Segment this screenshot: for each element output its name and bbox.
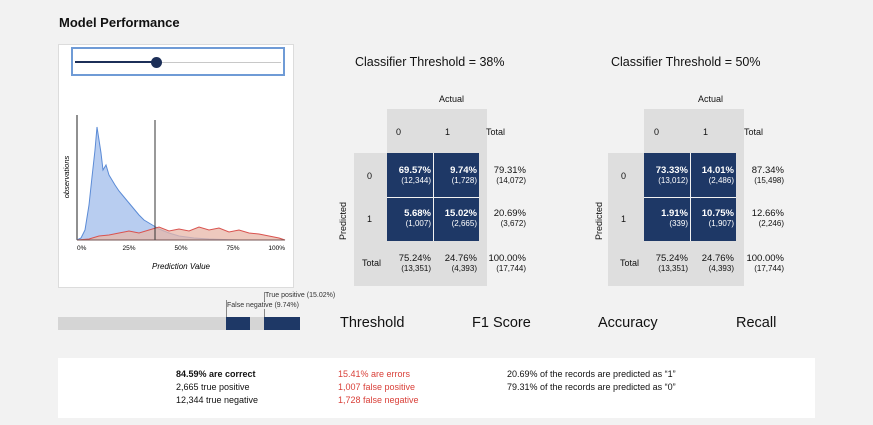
cell-pct: 75.24% xyxy=(655,253,688,264)
cell-count: (17,744) xyxy=(496,264,526,273)
cell-pct: 75.24% xyxy=(398,253,431,264)
col-header: 1 xyxy=(703,127,709,137)
cell-pct: 79.31% xyxy=(493,165,526,176)
summary-panel: 84.59% are correct 2,665 true positive 1… xyxy=(58,358,815,418)
row-header: 1 xyxy=(367,214,373,224)
cell-count: (4,393) xyxy=(708,264,734,273)
cell-pct: 69.57% xyxy=(398,165,431,176)
page-title: Model Performance xyxy=(59,15,180,30)
cell-count: (4,393) xyxy=(451,264,477,273)
cell-count: (13,012) xyxy=(658,176,688,185)
cell-count: (13,351) xyxy=(401,264,431,273)
true-positive-segment xyxy=(264,317,300,330)
cell-pct: 73.33% xyxy=(655,165,688,176)
x-axis-label: Prediction Value xyxy=(152,262,211,271)
cell-pct: 24.76% xyxy=(701,253,734,264)
summary-false-negative: 1,728 false negative xyxy=(338,395,419,405)
cell-count: (17,744) xyxy=(754,264,784,273)
cell-pct: 87.34% xyxy=(751,165,784,176)
distribution-panel: 0% 25% 50% 75% 100% Prediction Value obs… xyxy=(58,44,294,288)
predicted-label: Predicted xyxy=(338,201,348,240)
x-tick-label: 75% xyxy=(226,245,239,252)
divider xyxy=(644,197,736,198)
true-positive-label: True positive (15.02%) xyxy=(265,292,336,299)
row-header: Total xyxy=(362,258,382,268)
cell-count: (1,007) xyxy=(405,219,431,228)
false-negative-label: False negative (9.74%) xyxy=(227,302,299,309)
matrix1-title: Classifier Threshold = 38% xyxy=(355,55,505,69)
slider-track[interactable] xyxy=(75,62,281,63)
summary-correct: 84.59% are correct xyxy=(176,369,256,379)
matrix2-title: Classifier Threshold = 50% xyxy=(611,55,761,69)
cell-count: (2,246) xyxy=(758,219,784,228)
row-header: 0 xyxy=(621,171,627,181)
cell-pct: 100.00% xyxy=(746,253,784,264)
col-header: 0 xyxy=(654,127,660,137)
false-negative-segment xyxy=(226,317,250,330)
x-tick-label: 0% xyxy=(77,245,87,252)
metric-recall[interactable]: Recall xyxy=(736,315,777,331)
cell-pct: 15.02% xyxy=(444,208,477,219)
col-header: Total xyxy=(744,127,764,137)
slider-thumb[interactable] xyxy=(151,57,162,68)
summary-true-negative: 12,344 true negative xyxy=(176,395,259,405)
positive-distribution-area xyxy=(76,126,285,241)
cell-pct: 14.01% xyxy=(701,165,734,176)
distribution-chart: 0% 25% 50% 75% 100% Prediction Value obs… xyxy=(62,115,286,271)
cell-pct: 24.76% xyxy=(444,253,477,264)
cell-count: (1,728) xyxy=(451,176,477,185)
row-header: Total xyxy=(620,258,640,268)
x-tick-label: 50% xyxy=(174,245,187,252)
summary-true-positive: 2,665 true positive xyxy=(176,382,250,392)
cell-pct: 10.75% xyxy=(701,208,734,219)
summary-predicted-0: 79.31% of the records are predicted as “… xyxy=(507,382,676,392)
cell-pct: 100.00% xyxy=(488,253,526,264)
col-header: Total xyxy=(486,127,506,137)
row-header: 0 xyxy=(367,171,373,181)
summary-false-positive: 1,007 false positive xyxy=(338,382,416,392)
cell-count: (14,072) xyxy=(496,176,526,185)
threshold-slider[interactable] xyxy=(71,47,285,76)
actual-label: Actual xyxy=(439,94,465,104)
actual-label: Actual xyxy=(698,94,724,104)
confusion-matrix-2: Actual 0 1 Total 0 1 Total Predicted 73.… xyxy=(594,0,808,300)
cell-count: (1,907) xyxy=(708,219,734,228)
cell-count: (2,486) xyxy=(708,176,734,185)
cell-pct: 1.91% xyxy=(661,208,688,219)
negative-distribution-area xyxy=(76,226,286,241)
cell-count: (15,498) xyxy=(754,176,784,185)
divider xyxy=(387,197,479,198)
col-header: 0 xyxy=(396,127,402,137)
x-tick-label: 100% xyxy=(268,245,285,252)
metric-threshold[interactable]: Threshold xyxy=(340,315,405,331)
summary-errors: 15.41% are errors xyxy=(338,369,411,379)
slider-fill xyxy=(75,61,157,63)
predicted-label: Predicted xyxy=(594,201,604,240)
y-axis-label: observations xyxy=(62,155,71,198)
error-bar-track xyxy=(58,317,299,330)
col-header: 1 xyxy=(445,127,451,137)
metric-accuracy[interactable]: Accuracy xyxy=(598,315,658,331)
x-tick-label: 25% xyxy=(122,245,135,252)
cell-pct: 9.74% xyxy=(450,165,477,176)
cell-count: (12,344) xyxy=(401,176,431,185)
row-header: 1 xyxy=(621,214,627,224)
bar-tick xyxy=(226,300,227,317)
cell-count: (3,672) xyxy=(500,219,526,228)
cell-count: (13,351) xyxy=(658,264,688,273)
cell-count: (2,665) xyxy=(451,219,477,228)
summary-predicted-1: 20.69% of the records are predicted as “… xyxy=(507,369,676,379)
metric-f1-score[interactable]: F1 Score xyxy=(472,315,531,331)
cell-pct: 20.69% xyxy=(493,208,526,219)
cell-pct: 5.68% xyxy=(404,208,431,219)
cell-count: (339) xyxy=(669,219,688,228)
cell-pct: 12.66% xyxy=(751,208,784,219)
confusion-matrix-1: Actual 0 1 Total 0 1 Total Predicted 69.… xyxy=(338,0,554,300)
